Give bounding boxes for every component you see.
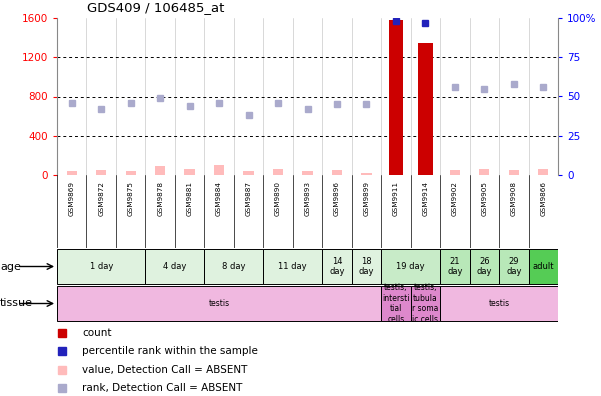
Text: tissue: tissue <box>0 299 33 308</box>
Text: 19 day: 19 day <box>396 262 425 271</box>
Bar <box>322 249 352 284</box>
Text: GSM9908: GSM9908 <box>511 181 517 216</box>
Bar <box>479 169 489 175</box>
Text: GSM9875: GSM9875 <box>127 181 133 216</box>
Text: 8 day: 8 day <box>222 262 246 271</box>
Bar <box>450 169 460 175</box>
Text: count: count <box>82 327 112 338</box>
Text: 26
day: 26 day <box>477 257 492 276</box>
Bar <box>528 249 558 284</box>
Bar <box>155 166 165 175</box>
Text: GSM9902: GSM9902 <box>452 181 458 216</box>
Bar <box>263 249 322 284</box>
Text: GSM9890: GSM9890 <box>275 181 281 216</box>
Text: GSM9914: GSM9914 <box>423 181 429 216</box>
Bar <box>273 169 283 175</box>
Text: rank, Detection Call = ABSENT: rank, Detection Call = ABSENT <box>82 383 242 393</box>
Text: GSM9866: GSM9866 <box>540 181 546 216</box>
Bar <box>185 169 195 175</box>
Bar <box>145 249 204 284</box>
Bar <box>204 249 263 284</box>
Text: adult: adult <box>532 262 554 271</box>
Text: percentile rank within the sample: percentile rank within the sample <box>82 346 258 356</box>
Text: GSM9878: GSM9878 <box>157 181 163 216</box>
Text: GDS409 / 106485_at: GDS409 / 106485_at <box>87 1 224 14</box>
Text: testis,
intersti
tial
cells: testis, intersti tial cells <box>382 284 410 324</box>
Bar <box>440 286 558 321</box>
Bar <box>499 249 528 284</box>
Text: GSM9905: GSM9905 <box>481 181 487 216</box>
Text: GSM9887: GSM9887 <box>246 181 252 216</box>
Text: 4 day: 4 day <box>163 262 186 271</box>
Text: testis: testis <box>209 299 230 308</box>
Text: age: age <box>0 261 21 272</box>
Text: 21
day: 21 day <box>447 257 463 276</box>
Bar <box>67 171 77 175</box>
Text: GSM9869: GSM9869 <box>69 181 75 216</box>
Bar <box>361 173 371 175</box>
Bar <box>508 169 519 175</box>
Bar <box>440 249 469 284</box>
Bar <box>418 42 433 175</box>
Bar <box>243 171 254 175</box>
Text: GSM9893: GSM9893 <box>305 181 311 216</box>
Text: 18
day: 18 day <box>359 257 374 276</box>
Bar <box>332 170 342 175</box>
Text: 11 day: 11 day <box>278 262 307 271</box>
Text: 14
day: 14 day <box>329 257 345 276</box>
Bar <box>214 165 224 175</box>
Bar <box>302 171 313 175</box>
Text: GSM9881: GSM9881 <box>187 181 192 216</box>
Bar <box>469 249 499 284</box>
Bar <box>381 286 410 321</box>
Text: testis: testis <box>489 299 510 308</box>
Bar <box>96 169 106 175</box>
Text: 29
day: 29 day <box>506 257 522 276</box>
Text: GSM9884: GSM9884 <box>216 181 222 216</box>
Text: GSM9911: GSM9911 <box>393 181 399 216</box>
Bar <box>126 171 136 175</box>
Bar <box>388 20 403 175</box>
Text: value, Detection Call = ABSENT: value, Detection Call = ABSENT <box>82 365 248 375</box>
Bar <box>381 249 440 284</box>
Bar <box>57 249 145 284</box>
Text: GSM9872: GSM9872 <box>98 181 104 216</box>
Text: testis,
tubula
r soma
ic cells: testis, tubula r soma ic cells <box>412 284 439 324</box>
Bar <box>57 286 381 321</box>
Bar <box>410 286 440 321</box>
Text: GSM9899: GSM9899 <box>364 181 370 216</box>
Bar <box>538 169 549 175</box>
Text: 1 day: 1 day <box>90 262 113 271</box>
Text: GSM9896: GSM9896 <box>334 181 340 216</box>
Bar <box>352 249 381 284</box>
